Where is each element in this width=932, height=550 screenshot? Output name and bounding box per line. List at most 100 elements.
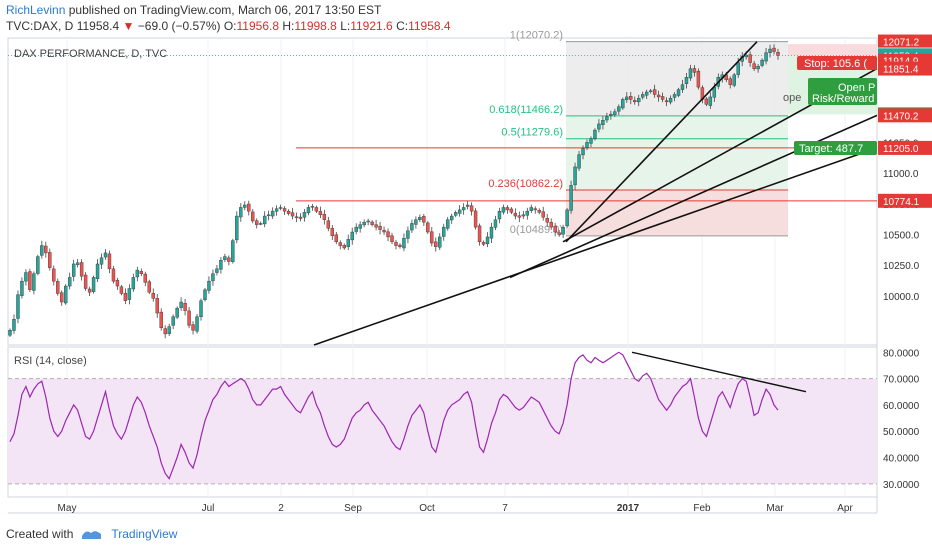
candle-body: [521, 214, 526, 217]
x-tick-label: 2: [278, 503, 284, 514]
candle-body: [215, 268, 219, 273]
candle-body: [732, 74, 736, 86]
candle-body: [219, 260, 223, 270]
price-label-box: [878, 34, 932, 49]
candle-body: [366, 220, 370, 223]
candle-body: [426, 222, 430, 233]
candle-body: [183, 303, 187, 311]
low-value: 11921.6: [350, 19, 393, 33]
candle-body: [147, 281, 151, 293]
trend-line: [313, 147, 878, 346]
candle-body: [231, 240, 235, 262]
candle-body: [302, 212, 307, 218]
open-pl-label: Open P: [838, 82, 875, 94]
candle-body: [195, 316, 199, 332]
candle-body: [151, 292, 155, 299]
candle-body: [239, 207, 243, 218]
candle-body: [390, 235, 394, 243]
candle-body: [12, 319, 16, 331]
candle-body: [414, 219, 418, 225]
rsi-tick-label: 40.0000: [883, 454, 920, 465]
candle-body: [533, 208, 537, 211]
candle-body: [207, 280, 211, 291]
price-label-box: [878, 61, 932, 76]
candle-body: [127, 288, 132, 300]
candle-body: [434, 241, 438, 247]
candle-body: [290, 212, 295, 217]
price-chart[interactable]: 1(12070.2) 0.618(11466.2) 0.5(11279.6) 0.23…: [0, 0, 932, 520]
candle-body: [581, 148, 585, 156]
candle-body: [776, 52, 780, 56]
rsi-band: [8, 378, 877, 484]
x-tick-label: Apr: [837, 503, 853, 514]
author-link[interactable]: RichLevinn: [6, 3, 66, 17]
candle-body: [410, 223, 414, 231]
candle-body: [143, 273, 147, 283]
candle-body: [243, 204, 247, 208]
candle-body: [553, 225, 557, 233]
candle-body: [52, 268, 56, 282]
candle-body: [139, 271, 144, 274]
candle-body: [617, 106, 621, 112]
candle-body: [203, 289, 207, 301]
open-small-label: ope: [783, 92, 801, 104]
candle-body: [418, 217, 422, 220]
last-price: 11958.4: [76, 19, 120, 33]
down-arrow-icon: ▼: [122, 19, 135, 33]
candle-body: [330, 228, 335, 236]
target-label-box: [794, 141, 877, 155]
candle-body: [370, 221, 374, 225]
candle-body: [613, 111, 617, 115]
candle-body: [644, 91, 649, 96]
tradingview-logo-icon: [82, 531, 102, 539]
stop-zone: [788, 44, 877, 56]
candle-body: [438, 236, 442, 248]
price-tick-label: 10250.0: [883, 261, 920, 272]
candle-body: [461, 207, 466, 211]
candle-body: [768, 48, 772, 53]
candle-body: [601, 120, 605, 125]
candle-body: [629, 96, 633, 100]
candle-body: [764, 52, 768, 62]
candle-body: [99, 257, 104, 265]
fib-zone-top: [566, 41, 788, 116]
candle-body: [704, 98, 709, 105]
risk-reward-label: Risk/Reward: [812, 93, 874, 105]
candle-body: [48, 252, 52, 268]
price-label: 11470.2: [883, 111, 919, 122]
candle-body: [28, 271, 32, 290]
x-tick-label: Oct: [419, 503, 435, 514]
candle-body: [211, 273, 215, 282]
candle-body: [394, 242, 398, 246]
price-tick-label: 10500.0: [883, 230, 920, 241]
candle-body: [227, 257, 231, 262]
candle-body: [597, 123, 601, 130]
x-tick-label: 2017: [617, 503, 640, 514]
candle-body: [557, 232, 561, 235]
candle-body: [298, 216, 303, 219]
candle-body: [633, 100, 637, 103]
candle-body: [517, 215, 522, 218]
candle-body: [509, 208, 514, 213]
price-label: 12071.2: [883, 38, 920, 49]
candle-body: [545, 218, 549, 223]
candle-body: [103, 252, 108, 258]
candle-body: [115, 279, 120, 287]
candle-body: [621, 99, 625, 109]
candle-body: [398, 244, 402, 247]
candle-body: [422, 216, 426, 223]
candle-body: [107, 253, 112, 270]
candle-body: [223, 256, 227, 260]
candle-body: [465, 204, 470, 207]
tradingview-brand[interactable]: TradingView: [111, 527, 178, 541]
candle-body: [641, 94, 645, 98]
candle-body: [175, 307, 179, 318]
candle-body: [346, 239, 350, 247]
candle-body: [318, 211, 323, 216]
candle-body: [585, 142, 589, 148]
candle-body: [75, 262, 80, 265]
candle-body: [79, 262, 84, 277]
candle-body: [672, 94, 677, 98]
x-tick-label: Sep: [344, 503, 362, 514]
candle-body: [191, 324, 195, 331]
